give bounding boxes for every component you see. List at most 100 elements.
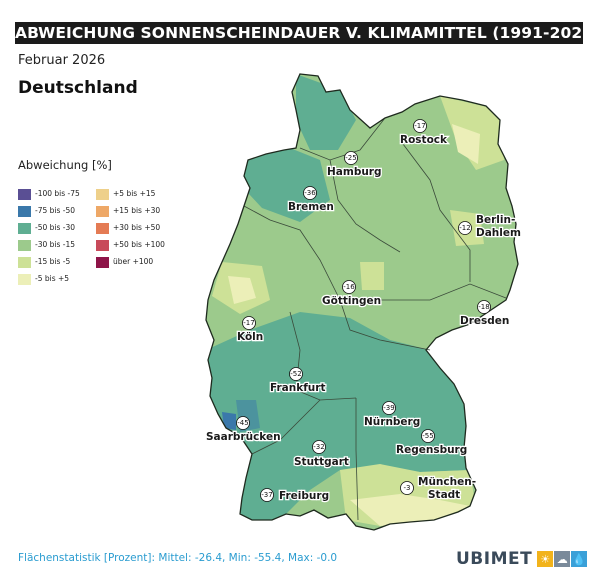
city-value: -16	[343, 283, 355, 291]
city-label: Rostock	[400, 134, 448, 146]
city-value: -55	[422, 432, 433, 440]
city-label-line1: Berlin-	[476, 214, 515, 226]
map-fill	[206, 74, 518, 530]
legend-item: -100 bis -75	[18, 188, 80, 200]
zone-niederrhein-core	[228, 276, 256, 304]
legend-item: +30 bis +50	[96, 222, 160, 234]
city-marker	[413, 119, 427, 133]
city-marker	[382, 401, 396, 415]
border-rlp	[251, 399, 321, 455]
legend-swatch	[96, 222, 109, 234]
city-frankfurt: -52 Frankfurt	[269, 367, 327, 395]
legend-swatch	[18, 188, 31, 200]
legend-item: über +100	[96, 256, 153, 268]
city-label: München-Stadt	[418, 476, 476, 501]
city-value: -37	[261, 491, 272, 499]
city-value: -18	[478, 303, 489, 311]
city-label-line2: Dahlem	[476, 227, 521, 239]
city-label: Göttingen	[322, 295, 381, 307]
legend-item: -5 bis +5	[18, 273, 69, 285]
legend-item: -15 bis -5	[18, 256, 70, 268]
legend-swatch	[96, 256, 109, 268]
city-label: Saarbrücken	[206, 431, 281, 443]
area-statistics: Flächenstatistik [Prozent]: Mittel: -26.…	[18, 552, 338, 564]
city-marker	[421, 429, 435, 443]
city-value: -12	[459, 224, 470, 232]
region-label: Deutschland	[18, 78, 138, 98]
city-marker	[242, 316, 256, 330]
city-hamburg: -25 Hamburg	[326, 151, 383, 179]
city-koeln: -17 Köln	[236, 316, 265, 344]
city-rostock: -17 Rostock	[399, 119, 449, 147]
city-value: -36	[304, 189, 316, 197]
legend-item: -50 bis -30	[18, 222, 75, 234]
city-marker	[289, 367, 303, 381]
zone-northwest	[236, 148, 330, 222]
city-dresden: -18 Dresden	[459, 300, 511, 328]
map-title: ABWEICHUNG SONNENSCHEINDAUER V. KLIMAMIT…	[15, 22, 583, 44]
city-muenchen: -3 München-Stadt	[400, 475, 477, 502]
city-stuttgart: -32 Stuttgart	[293, 440, 350, 469]
city-label: Dresden	[460, 315, 509, 327]
city-label: Nürnberg	[364, 416, 420, 428]
period-label: Februar 2026	[18, 53, 106, 68]
legend-swatch	[18, 273, 31, 285]
border-bb	[399, 139, 471, 282]
zone-vorpommern-core	[452, 124, 480, 164]
state-borders	[243, 117, 507, 521]
city-label: Stuttgart	[294, 456, 349, 468]
border-thueringen	[340, 283, 507, 301]
city-label: Frankfurt	[270, 382, 325, 394]
city-marker	[342, 280, 356, 294]
city-label: Köln	[237, 331, 263, 343]
drop-icon: 💧	[571, 551, 588, 567]
city-value: -32	[313, 443, 324, 451]
city-value: -39	[383, 404, 394, 412]
city-berlin: -12 Berlin-Dahlem	[458, 213, 522, 240]
legend-swatch	[18, 222, 31, 234]
border-nds-st	[329, 159, 401, 253]
legend-item: +15 bis +30	[96, 205, 160, 217]
legend-item: +50 bis +100	[96, 239, 165, 251]
legend-item: -75 bis -50	[18, 205, 75, 217]
city-label: Berlin-Dahlem	[476, 214, 521, 239]
city-bremen: -36 Bremen	[287, 186, 335, 214]
city-value: -3	[404, 484, 411, 492]
city-marker	[303, 186, 317, 200]
legend-item: +5 bis +15	[96, 188, 155, 200]
legend-swatch	[18, 239, 31, 251]
legend-swatch	[96, 239, 109, 251]
city-nuernberg: -39 Nürnberg	[363, 401, 422, 429]
city-markers: -17 Rostock -25 Hamburg -36 Bremen -12 B…	[205, 119, 522, 503]
logo-text: UBIMET	[456, 549, 533, 569]
city-label-line1: München-	[418, 476, 476, 488]
city-label: Bremen	[288, 201, 334, 213]
city-value: -52	[290, 370, 301, 378]
legend-swatch	[96, 188, 109, 200]
city-marker	[312, 440, 326, 454]
city-label: Hamburg	[327, 166, 382, 178]
city-marker	[458, 221, 472, 235]
city-regensburg: -55 Regensburg	[395, 429, 469, 457]
ubimet-logo: UBIMET ☀ ☁ 💧	[456, 549, 588, 569]
legend-title: Abweichung [%]	[18, 158, 112, 172]
legend-item: -30 bis -15	[18, 239, 75, 251]
city-marker	[477, 300, 491, 314]
city-marker	[260, 488, 274, 502]
city-marker	[236, 416, 250, 430]
border-nrw	[243, 205, 341, 301]
city-label: Regensburg	[396, 444, 467, 456]
city-label: Freiburg	[279, 490, 329, 502]
city-saarbruecken: -45 Saarbrücken	[205, 416, 282, 444]
city-label-line2: Stadt	[428, 489, 460, 501]
cloud-icon: ☁	[554, 551, 571, 567]
border-hessen	[289, 311, 357, 401]
city-freiburg: -37 Freiburg	[260, 488, 330, 503]
legend-swatch	[96, 205, 109, 217]
city-value: -45	[237, 419, 248, 427]
zone-saar	[222, 412, 236, 430]
city-value: -17	[243, 319, 254, 327]
city-marker	[344, 151, 358, 165]
zone-south	[206, 312, 470, 520]
